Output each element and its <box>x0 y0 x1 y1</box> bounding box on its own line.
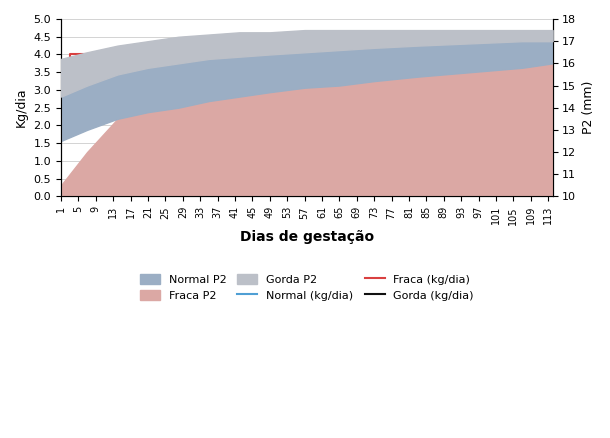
X-axis label: Dias de gestação: Dias de gestação <box>240 230 374 244</box>
Y-axis label: Kg/dia: Kg/dia <box>15 88 28 127</box>
Y-axis label: P2 (mm): P2 (mm) <box>582 81 595 134</box>
Legend: Normal P2, Fraca P2, Gorda P2, Normal (kg/dia), Fraca (kg/dia), Gorda (kg/dia): Normal P2, Fraca P2, Gorda P2, Normal (k… <box>135 269 478 305</box>
